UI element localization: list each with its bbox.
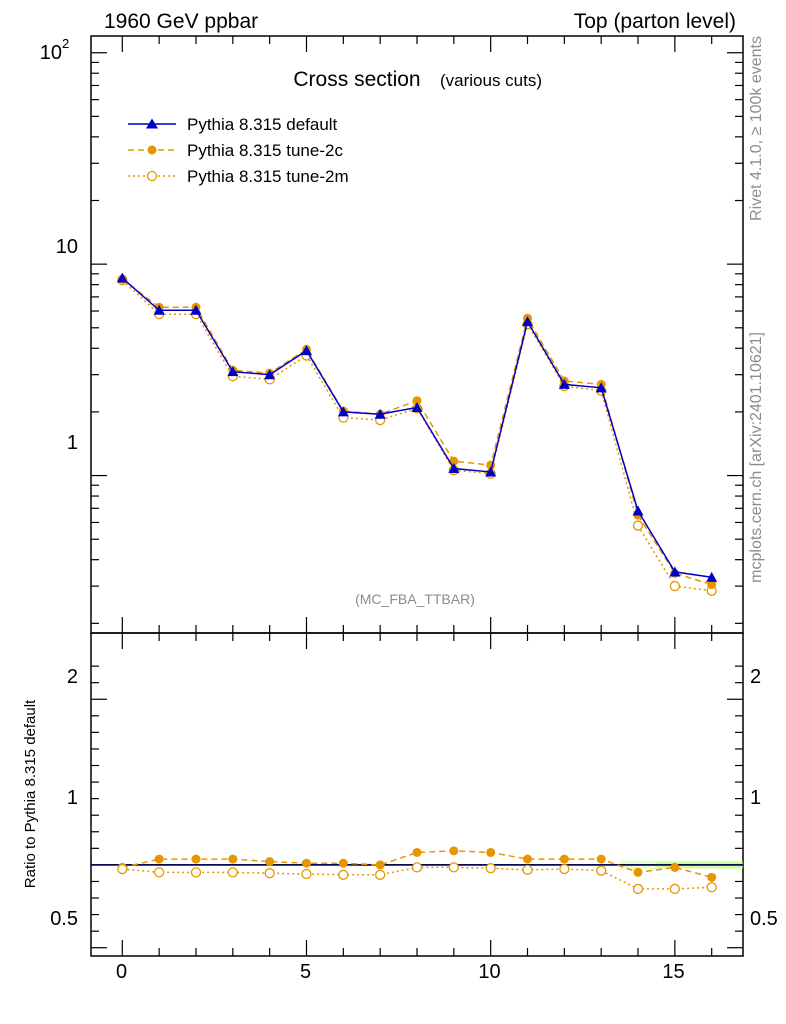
legend-marker-triangle [146, 118, 158, 129]
data-point-default [227, 366, 239, 377]
data-point-default [632, 505, 644, 516]
series-line-0 [121, 277, 712, 579]
x-tick-label-5: 5 [300, 961, 311, 983]
ratio-y-tick-label-1-right: 1 [750, 787, 761, 809]
ratio-point-tune-2m [301, 868, 312, 880]
chart-title: Cross section [293, 68, 420, 91]
ratio-point-tune-2c [670, 862, 680, 872]
legend: Pythia 8.315 default Pythia 8.315 tune-2… [128, 115, 349, 186]
legend-marker-open-circle [146, 170, 158, 182]
ratio-frame [90, 632, 744, 957]
data-point-default [264, 369, 276, 380]
legend-label-default: Pythia 8.315 default [187, 115, 338, 134]
ratio-point-tune-2c [596, 854, 606, 864]
y-tick-label-1: 1 [67, 432, 78, 454]
main-axis-ticks [91, 36, 743, 633]
ratio-point-tune-2m [153, 867, 165, 878]
data-point-default [522, 316, 534, 327]
ratio-y-tick-label-05-left: 0.5 [50, 908, 78, 930]
data-point-default [411, 401, 423, 412]
ratio-point-tune-2c [265, 857, 275, 867]
ratio-point-tune-2m [338, 869, 349, 880]
ratio-point-tune-2m [632, 883, 644, 895]
ratio-point-tune-2c [523, 854, 533, 864]
ratio-point-tune-2m [411, 862, 423, 873]
ratio-point-tune-2c [412, 847, 422, 857]
data-point-tune-2m [669, 580, 681, 592]
ratio-point-tune-2m [522, 864, 533, 876]
ratio-point-tune-2m [448, 862, 459, 873]
data-point-default [595, 382, 607, 393]
ratio-series [91, 846, 743, 895]
data-point-default [706, 571, 718, 582]
y-tick-label-100: 10 [40, 42, 62, 64]
data-point-default [300, 345, 312, 356]
data-point-default [485, 466, 497, 477]
ratio-point-tune-2c [486, 847, 496, 857]
ratio-point-tune-2m [559, 863, 570, 875]
legend-label-tune-2c: Pythia 8.315 tune-2c [187, 141, 343, 160]
legend-entry-tune-2c: Pythia 8.315 tune-2c [128, 141, 343, 160]
ratio-axis-ticks [91, 633, 743, 956]
ratio-plot: 2 1 0.5 2 1 0.5 Ratio to Pythia 8.315 de… [22, 632, 778, 983]
y-tick-label-10: 10 [56, 236, 78, 258]
data-point-default [448, 462, 460, 473]
ratio-point-tune-2c [191, 854, 201, 864]
chart-subtitle: (various cuts) [440, 71, 542, 90]
main-series [116, 272, 718, 596]
header-right: Top (parton level) [574, 10, 736, 33]
ratio-y-tick-label-2-left: 2 [67, 666, 78, 688]
data-point-tune-2m [632, 520, 644, 531]
ratio-y-tick-label-1-left: 1 [67, 787, 78, 809]
series-line-1 [121, 278, 712, 586]
rivet-label: Rivet 4.1.0, ≥ 100k events [748, 36, 765, 221]
data-point-default [374, 408, 386, 419]
x-tick-label-10: 10 [478, 961, 500, 983]
ratio-y-tick-label-2-right: 2 [750, 666, 761, 688]
ratio-point-tune-2c [338, 858, 348, 868]
legend-entry-tune-2m: Pythia 8.315 tune-2m [128, 167, 349, 186]
ratio-line-0 [122, 850, 712, 879]
data-point-default [190, 304, 202, 315]
ratio-y-axis-label: Ratio to Pythia 8.315 default [22, 699, 39, 888]
legend-entry-default: Pythia 8.315 default [128, 115, 338, 134]
ratio-point-tune-2c [228, 854, 238, 864]
main-plot: Cross section (various cuts) (MC_FBA_TTB… [40, 35, 744, 634]
data-point-default [153, 304, 165, 315]
data-point-default [337, 406, 349, 417]
x-tick-label-0: 0 [116, 961, 127, 983]
ratio-point-tune-2c [559, 854, 569, 864]
analysis-tag: (MC_FBA_TTBAR) [355, 591, 475, 607]
ratio-point-tune-2m [485, 863, 496, 874]
ratio-point-tune-2c [375, 860, 385, 870]
data-point-default [669, 566, 681, 577]
header-left: 1960 GeV ppbar [104, 10, 258, 33]
ratio-point-tune-2m [596, 865, 607, 876]
data-point-tune-2c [412, 396, 422, 406]
legend-label-tune-2m: Pythia 8.315 tune-2m [187, 167, 349, 186]
y-tick-label-100-exponent: 2 [62, 36, 69, 51]
data-point-tune-2c [707, 580, 717, 590]
ratio-point-tune-2m [669, 883, 681, 895]
ratio-point-tune-2m [706, 882, 717, 893]
ratio-point-tune-2m [264, 868, 275, 879]
x-tick-label-15: 15 [662, 961, 684, 983]
ratio-y-tick-label-05-right: 0.5 [750, 908, 778, 930]
ratio-point-tune-2m [190, 867, 202, 878]
ratio-point-tune-2c [707, 872, 717, 882]
ratio-point-tune-2c [449, 846, 459, 856]
data-point-default [558, 378, 570, 389]
ratio-point-tune-2m [117, 863, 128, 875]
series-line-2 [121, 279, 712, 592]
ratio-point-tune-2c [154, 854, 164, 864]
ratio-point-tune-2m [375, 869, 386, 880]
legend-marker-filled-circle [147, 145, 157, 155]
data-point-default [116, 272, 128, 283]
ratio-point-tune-2c [301, 858, 311, 868]
mcplots-label: mcplots.cern.ch [arXiv:2401.10621] [748, 332, 765, 583]
ratio-point-tune-2c [633, 867, 643, 877]
ratio-point-tune-2m [227, 867, 238, 878]
